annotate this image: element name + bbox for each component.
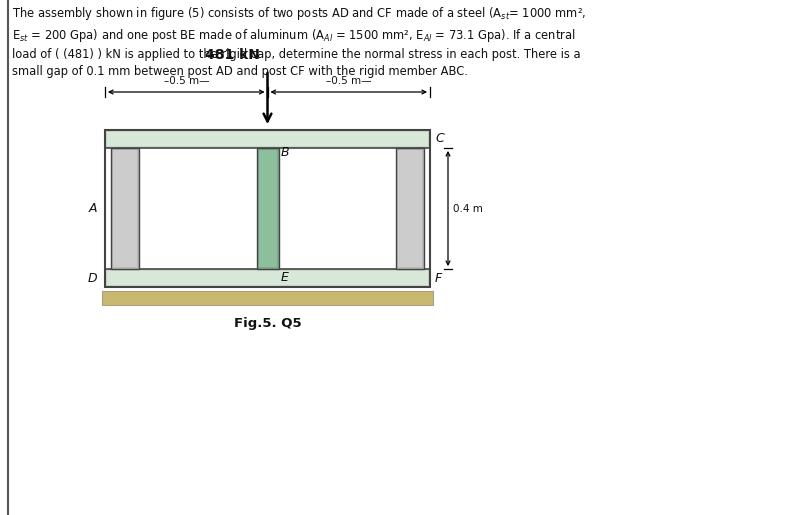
Text: A: A (89, 202, 97, 215)
Bar (105, 130, 430, 287)
Bar (257, 148, 278, 269)
Text: Fig.5. Q5: Fig.5. Q5 (234, 317, 302, 330)
Text: –0.5 m—: –0.5 m— (163, 76, 209, 86)
Text: 0.4 m: 0.4 m (453, 203, 483, 214)
Text: E: E (281, 271, 288, 284)
Text: –0.5 m—: –0.5 m— (326, 76, 371, 86)
Bar (113, 150, 137, 267)
Text: The assembly shown in figure (5) consists of two posts AD and CF made of a steel: The assembly shown in figure (5) consist… (12, 5, 586, 78)
Bar (396, 148, 424, 269)
Text: D: D (87, 271, 97, 284)
Text: F: F (435, 271, 442, 284)
Bar (107, 132, 428, 146)
Bar (107, 271, 428, 285)
Bar (105, 130, 430, 148)
Text: 481 kN: 481 kN (205, 48, 259, 62)
Bar (398, 150, 422, 267)
Bar (105, 269, 430, 287)
Bar (111, 148, 139, 269)
Bar (258, 150, 277, 267)
Text: B: B (281, 146, 289, 159)
Bar (102, 291, 433, 305)
Text: C: C (435, 132, 444, 146)
